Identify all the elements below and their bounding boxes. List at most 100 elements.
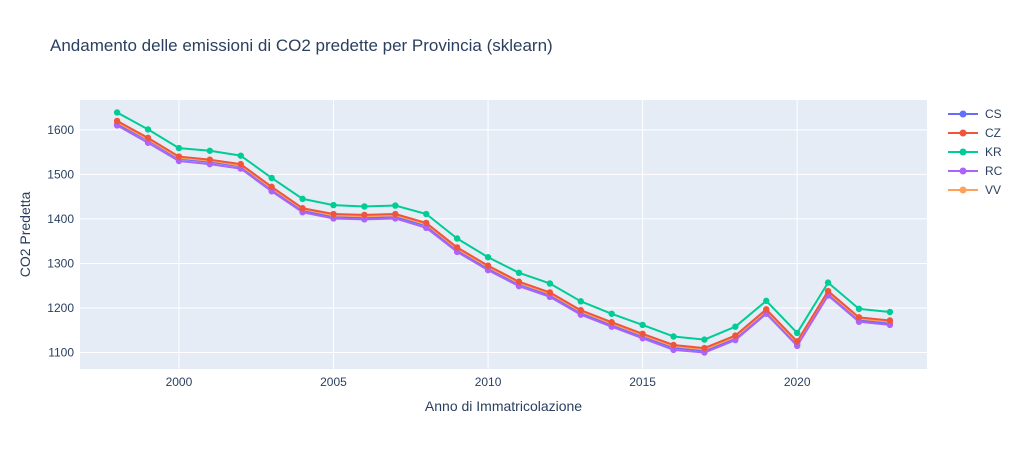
data-point[interactable] xyxy=(361,211,368,219)
series-cz xyxy=(113,117,894,352)
data-point[interactable] xyxy=(732,336,739,344)
data-point[interactable] xyxy=(793,342,801,350)
data-point[interactable] xyxy=(577,311,584,318)
data-point[interactable] xyxy=(392,215,399,222)
data-point[interactable] xyxy=(763,306,770,313)
data-point[interactable] xyxy=(392,210,399,218)
data-point[interactable] xyxy=(886,308,894,316)
series-line xyxy=(116,120,891,350)
data-point[interactable] xyxy=(670,333,677,340)
legend-item-rc[interactable]: RC xyxy=(948,164,1003,178)
data-point[interactable] xyxy=(330,210,337,218)
y-tick-label: 1200 xyxy=(47,301,74,315)
data-point[interactable] xyxy=(701,349,708,356)
data-point[interactable] xyxy=(670,341,677,349)
x-axis-title: Anno di Immatricolazione xyxy=(425,398,582,414)
data-point[interactable] xyxy=(608,310,615,317)
data-point[interactable] xyxy=(639,321,646,329)
data-point[interactable] xyxy=(732,323,739,330)
data-point[interactable] xyxy=(392,202,399,209)
legend-item-kr[interactable]: KR xyxy=(948,145,1002,159)
data-point[interactable] xyxy=(361,203,368,210)
legend-label: VV xyxy=(985,183,1001,197)
series-rc xyxy=(113,122,894,356)
data-point[interactable] xyxy=(546,289,554,296)
data-point[interactable] xyxy=(732,332,739,339)
data-point[interactable] xyxy=(855,318,863,325)
data-point[interactable] xyxy=(546,293,554,301)
data-point[interactable] xyxy=(268,174,275,182)
data-point[interactable] xyxy=(886,321,894,329)
data-point[interactable] xyxy=(237,165,244,172)
legend-marker xyxy=(959,167,967,175)
data-point[interactable] xyxy=(361,216,368,223)
legend-item-cs[interactable]: CS xyxy=(948,107,1002,121)
data-point[interactable] xyxy=(330,201,337,209)
data-point[interactable] xyxy=(423,224,430,232)
legend-item-vv[interactable]: VV xyxy=(948,183,1001,197)
data-point[interactable] xyxy=(855,314,863,321)
data-point[interactable] xyxy=(546,280,554,287)
x-axis-ticks: 2000 2005 2010 2015 2020 xyxy=(166,375,811,389)
data-point[interactable] xyxy=(670,346,677,354)
data-point[interactable] xyxy=(206,160,214,168)
x-tick-label: 2020 xyxy=(784,375,811,389)
data-point[interactable] xyxy=(299,205,306,212)
data-point[interactable] xyxy=(144,139,152,146)
data-point[interactable] xyxy=(175,144,183,152)
legend-marker xyxy=(959,148,967,156)
y-tick-label: 1300 xyxy=(47,256,74,270)
series-kr xyxy=(113,109,894,343)
y-tick-label: 1400 xyxy=(47,212,74,226)
series-line xyxy=(116,124,891,354)
data-point[interactable] xyxy=(453,235,461,242)
data-point[interactable] xyxy=(577,298,584,305)
data-point[interactable] xyxy=(113,122,121,129)
data-point[interactable] xyxy=(299,195,306,203)
data-point[interactable] xyxy=(113,109,121,116)
data-point[interactable] xyxy=(453,244,461,251)
legend-item-cz[interactable]: CZ xyxy=(948,126,1001,140)
data-point[interactable] xyxy=(330,215,337,222)
data-point[interactable] xyxy=(824,279,832,286)
data-point[interactable] xyxy=(268,188,275,195)
data-point[interactable] xyxy=(608,319,615,326)
data-point[interactable] xyxy=(144,126,152,133)
y-tick-label: 1100 xyxy=(48,346,74,360)
x-tick-label: 2015 xyxy=(629,375,656,389)
data-point[interactable] xyxy=(175,153,183,160)
y-axis-title: CO2 Predetta xyxy=(17,191,33,277)
data-point[interactable] xyxy=(886,317,894,324)
data-point[interactable] xyxy=(855,305,863,313)
data-point[interactable] xyxy=(515,278,523,285)
data-point[interactable] xyxy=(639,335,646,342)
data-point[interactable] xyxy=(206,156,214,163)
data-point[interactable] xyxy=(484,254,492,261)
data-point[interactable] xyxy=(577,307,584,314)
data-point[interactable] xyxy=(144,134,152,142)
legend-label: CS xyxy=(985,107,1002,121)
data-point[interactable] xyxy=(268,183,275,191)
data-point[interactable] xyxy=(824,287,832,295)
data-point[interactable] xyxy=(453,248,461,256)
x-tick-label: 2005 xyxy=(320,375,347,389)
data-point[interactable] xyxy=(175,157,183,165)
data-point[interactable] xyxy=(484,266,492,274)
data-point[interactable] xyxy=(793,338,801,345)
data-point[interactable] xyxy=(608,323,615,330)
data-point[interactable] xyxy=(701,344,708,352)
data-point[interactable] xyxy=(237,160,244,168)
data-point[interactable] xyxy=(484,262,492,269)
data-point[interactable] xyxy=(206,147,214,154)
data-point[interactable] xyxy=(763,297,770,305)
data-point[interactable] xyxy=(793,329,801,337)
data-point[interactable] xyxy=(639,330,646,338)
legend[interactable]: CS CZ KR RC VV xyxy=(948,107,1003,197)
data-point[interactable] xyxy=(515,269,523,277)
data-point[interactable] xyxy=(237,152,244,159)
data-point[interactable] xyxy=(113,117,121,125)
data-point[interactable] xyxy=(423,219,430,227)
data-point[interactable] xyxy=(515,282,523,290)
data-point[interactable] xyxy=(701,336,708,343)
data-point[interactable] xyxy=(423,210,430,218)
